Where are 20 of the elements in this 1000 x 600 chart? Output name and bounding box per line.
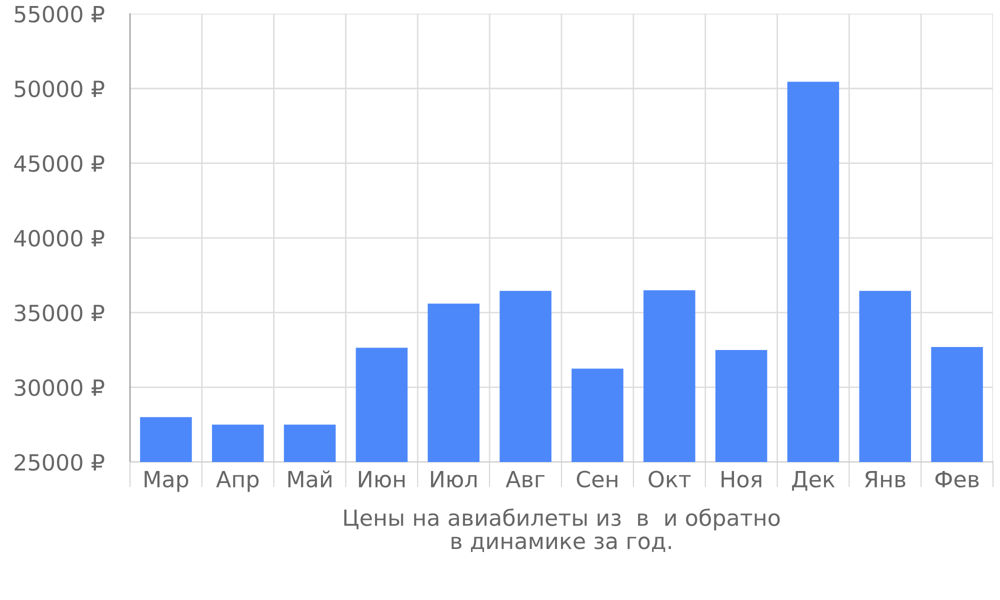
y-tick-label: 55000 ₽ (14, 6, 104, 23)
x-tick-label: Ноя (722, 471, 762, 488)
x-tick-label: Июн (358, 471, 405, 488)
x-tick-label: Окт (648, 470, 691, 488)
x-tick-label: Фев (935, 471, 979, 488)
y-tick-label: 25000 ₽ (14, 454, 104, 471)
y-tick-label: 35000 ₽ (14, 304, 104, 322)
x-tick-label: Май (288, 470, 332, 488)
x-axis-title: Цены на авиабилеты из в и обратно в динамике за год. (344, 508, 780, 552)
x-tick-label: Янв (865, 471, 906, 488)
y-tick-label: 45000 ₽ (14, 155, 104, 172)
x-tick-label: Апр (216, 471, 259, 492)
x-tick-label: Июл (431, 471, 477, 488)
x-tick-label: Мар (144, 471, 188, 492)
x-tick-label: Авг (506, 471, 544, 488)
x-tick-label: Дек (792, 471, 835, 491)
y-tick-label: 50000 ₽ (14, 80, 104, 98)
y-tick-label: 40000 ₽ (14, 230, 104, 247)
y-tick-label: 30000 ₽ (14, 379, 104, 396)
x-tick-label: Сен (576, 470, 618, 488)
